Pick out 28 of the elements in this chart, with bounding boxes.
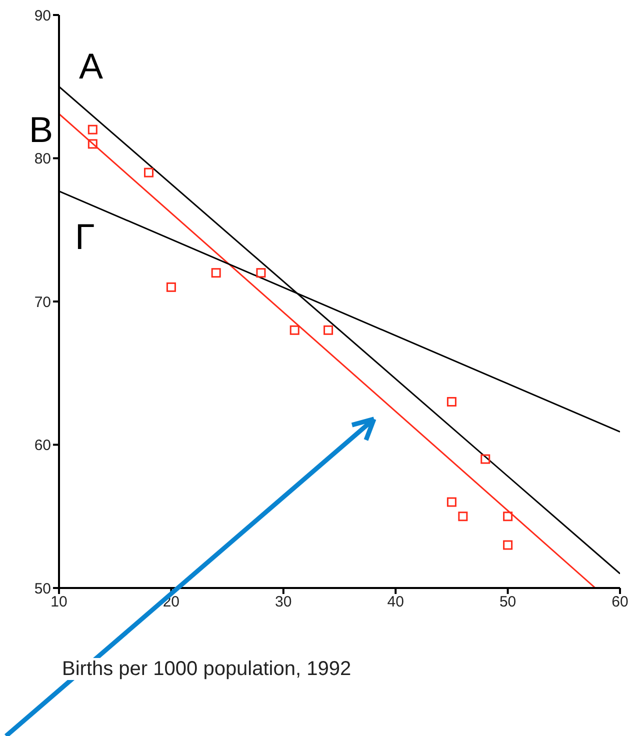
point <box>144 168 154 178</box>
series-label: B <box>28 108 53 150</box>
y-tick-label: 90 <box>34 7 51 24</box>
point <box>88 124 98 134</box>
point <box>446 497 456 507</box>
point <box>211 268 221 278</box>
x-tick-label: 50 <box>499 594 516 611</box>
x-tick-label: 10 <box>50 594 68 611</box>
x-axis-title: Births per 1000 population, 1992 <box>60 658 354 680</box>
point <box>503 512 513 522</box>
point <box>503 540 513 550</box>
x-tick-label: 30 <box>275 594 292 611</box>
point <box>256 268 266 278</box>
point <box>458 512 468 522</box>
point <box>166 282 176 292</box>
y-tick-label: 80 <box>34 150 51 168</box>
series-label: Γ <box>75 216 95 258</box>
series-label: A <box>79 46 104 87</box>
point <box>446 397 456 407</box>
point <box>88 139 98 149</box>
y-tick-label: 70 <box>34 294 51 311</box>
x-tick-label: 40 <box>387 594 404 611</box>
x-tick-label: 60 <box>612 594 628 611</box>
y-tick-label: 50 <box>34 580 51 598</box>
y-tick-label: 60 <box>34 437 51 454</box>
point <box>324 325 334 335</box>
point <box>480 454 490 464</box>
point <box>290 325 300 335</box>
